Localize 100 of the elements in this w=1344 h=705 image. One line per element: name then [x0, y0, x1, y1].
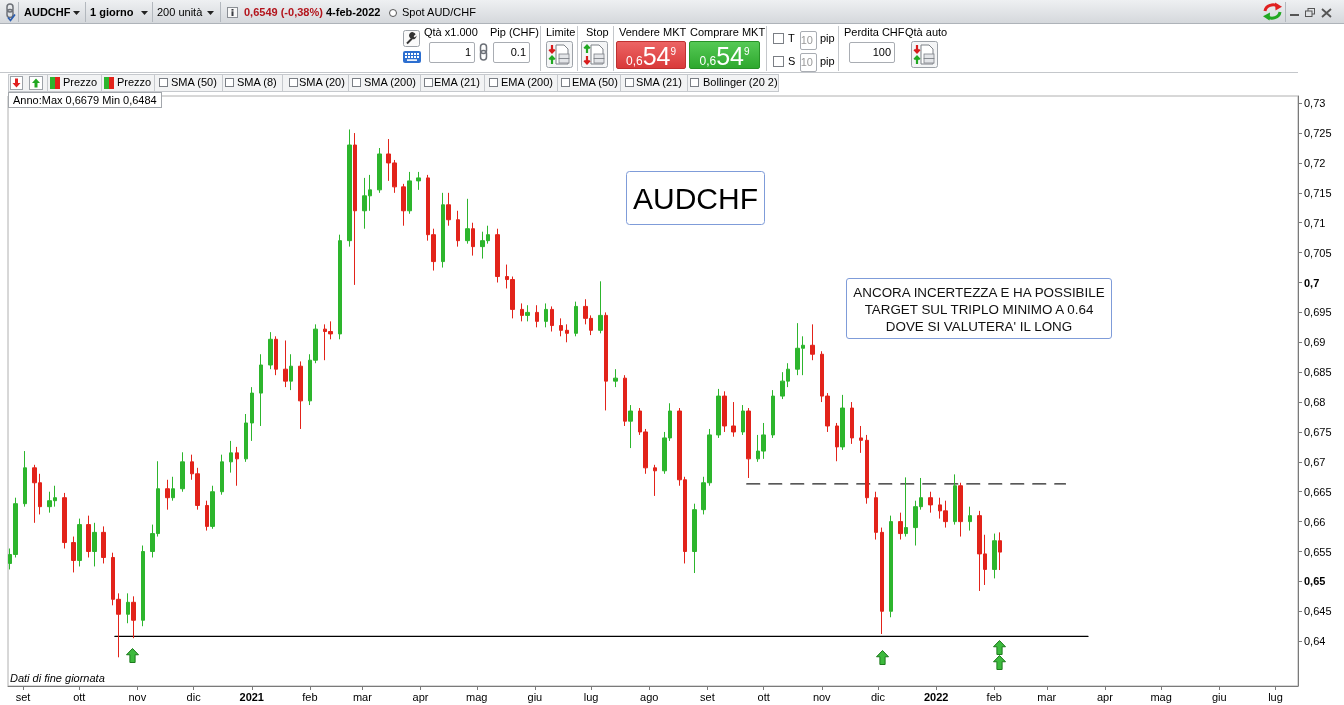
x-tick-label: ott — [73, 690, 86, 703]
candlestick — [520, 302, 524, 322]
candlestick — [653, 464, 657, 497]
candlestick — [746, 407, 751, 479]
x-tick-label: mar — [352, 690, 373, 703]
candlestick — [471, 222, 475, 257]
y-tick-label: 0,665 — [1304, 485, 1332, 498]
candlestick — [220, 454, 224, 496]
candlestick — [850, 401, 854, 445]
candlestick — [716, 388, 721, 439]
candlestick — [550, 305, 554, 333]
text: Bollinger (20 2) — [703, 76, 778, 89]
x-tick-label: set — [15, 690, 31, 703]
candlestick — [741, 404, 745, 436]
text-field: 100 — [849, 42, 895, 63]
y-tick-label: 0,715 — [1304, 186, 1332, 199]
text: Vendere MKT — [619, 26, 687, 39]
candlestick — [495, 228, 500, 283]
candlestick — [86, 515, 91, 558]
candlestick — [71, 536, 76, 573]
candlestick — [928, 491, 933, 514]
text: 4-feb-2022 — [326, 6, 381, 19]
text: EMA (200) — [501, 76, 553, 89]
text-field: 10 — [800, 53, 817, 72]
text: 0,6549 (-0,38%) — [244, 6, 323, 19]
candlestick — [244, 413, 248, 463]
x-tick-label: giu — [1211, 690, 1227, 703]
x-tick-label: 2021 — [239, 690, 264, 703]
candlestick — [210, 485, 215, 530]
y-tick-label: 0,65 — [1304, 575, 1326, 588]
text: Qtà auto — [905, 26, 948, 39]
candlestick — [998, 531, 1002, 571]
candlestick — [731, 401, 736, 438]
x-tick-label: feb — [986, 690, 1002, 703]
y-tick-label: 0,725 — [1304, 127, 1332, 140]
candlestick — [525, 304, 530, 322]
candlestick — [880, 527, 884, 635]
candlestick — [968, 506, 972, 532]
candlestick — [722, 390, 727, 433]
candlestick — [465, 198, 470, 245]
y-tick-label: 0,68 — [1304, 396, 1326, 409]
y-tick-label: 0,67 — [1304, 455, 1326, 468]
candlestick — [353, 132, 357, 286]
x-tick-label: dic — [186, 690, 202, 703]
candlestick — [338, 234, 342, 340]
candlestick — [289, 353, 293, 391]
text: pip — [820, 55, 835, 68]
x-tick-label: mag — [1150, 690, 1172, 703]
x-tick-label: mar — [1037, 690, 1057, 703]
annotation: Anno:Max 0,6679 Min 0,6484 — [8, 92, 162, 108]
candlestick — [889, 515, 893, 618]
text: Comprare MKT — [690, 26, 766, 39]
x-tick-label: nov — [812, 690, 832, 703]
candlestick — [407, 171, 412, 215]
candlestick — [274, 335, 278, 376]
text-field: 10 — [800, 31, 817, 50]
text: SMA (200) — [364, 76, 416, 89]
text: AUDCHF — [633, 181, 758, 215]
candlestick — [840, 394, 845, 451]
text: 1 giorno — [90, 6, 134, 19]
x-tick-label: ott — [757, 690, 770, 703]
text: Spot AUD/CHF — [402, 6, 476, 19]
candlestick — [235, 446, 239, 487]
candlestick — [171, 476, 175, 502]
text: Perdita CHF — [844, 26, 905, 39]
candlestick — [771, 389, 775, 439]
y-tick-label: 0,685 — [1304, 366, 1332, 379]
candlestick — [613, 368, 618, 388]
candlestick — [565, 323, 569, 343]
candlestick — [598, 280, 603, 334]
x-tick-label: 2022 — [923, 690, 949, 703]
text: SMA (21) — [636, 76, 682, 89]
text: EMA (21) — [434, 76, 480, 89]
candlestick — [77, 518, 82, 567]
x-tick-label: feb — [302, 690, 318, 703]
candlestick — [559, 317, 563, 337]
candlestick — [835, 422, 839, 462]
candlestick — [180, 451, 185, 493]
text: EMA (50) — [572, 76, 618, 89]
x-tick-label: nov — [128, 690, 147, 703]
candlestick — [416, 171, 421, 191]
candlestick — [441, 192, 445, 269]
candlestick — [347, 128, 352, 248]
candlestick — [544, 302, 548, 328]
candlestick — [268, 331, 273, 370]
y-tick-label: 0,695 — [1304, 306, 1332, 319]
candlestick — [131, 595, 136, 639]
candlestick — [298, 360, 303, 430]
candlestick — [623, 374, 627, 427]
candlestick — [259, 353, 263, 427]
candlestick — [283, 339, 288, 388]
y-tick-label: 0,64 — [1304, 635, 1326, 648]
candlestick — [205, 500, 209, 532]
candlestick — [446, 192, 451, 227]
y-tick-label: 0,66 — [1304, 515, 1326, 528]
y-tick-label: 0,69 — [1304, 336, 1326, 349]
x-tick-label: lug — [583, 690, 599, 703]
candlestick — [126, 592, 130, 624]
y-tick-label: 0,705 — [1304, 246, 1332, 259]
y-tick-label: 0,645 — [1304, 605, 1332, 618]
